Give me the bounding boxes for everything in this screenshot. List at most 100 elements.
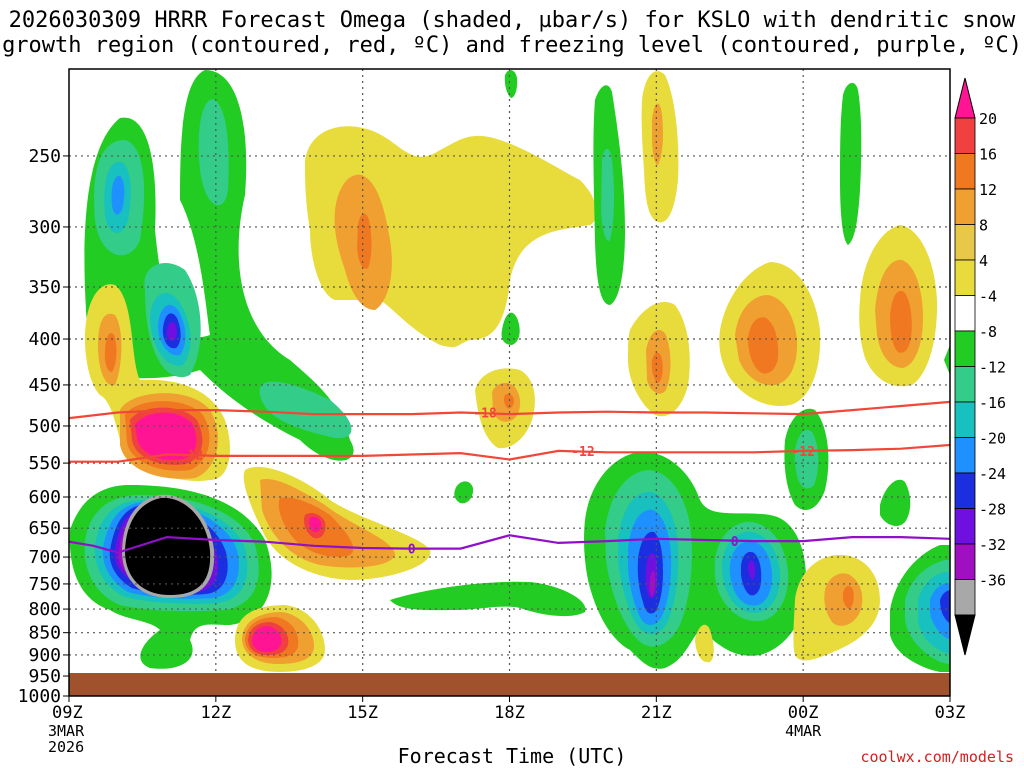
omega-region xyxy=(454,481,474,504)
tick-label-time: 09Z xyxy=(52,703,83,723)
ground-bar xyxy=(69,673,950,696)
colorbar-label: -24 xyxy=(979,465,1006,483)
colorbar-segment xyxy=(954,508,976,545)
colorbar: 20 16 12 8 4 -4 -8 -12 -16 -20 -24 -28 -32 -36 xyxy=(954,77,1006,656)
tick-label-date: 4MAR xyxy=(785,722,822,740)
tick-label-pressure: 900 xyxy=(28,645,61,666)
colorbar-label: -36 xyxy=(979,572,1006,590)
colorbar-segment xyxy=(954,153,976,190)
colorbar-label: 12 xyxy=(979,181,997,199)
omega-region xyxy=(390,581,586,617)
tick-label-time: 03Z xyxy=(935,703,966,723)
colorbar-segment xyxy=(954,188,976,225)
tick-label-pressure: 800 xyxy=(28,599,61,620)
colorbar-segment xyxy=(954,259,976,296)
omega-region xyxy=(748,317,779,374)
omega-region xyxy=(651,352,663,383)
colorbar-segment xyxy=(954,579,976,616)
omega-region xyxy=(840,82,862,245)
colorbar-label: -12 xyxy=(979,359,1006,377)
contour-line xyxy=(69,443,950,463)
omega-region xyxy=(104,333,117,372)
tick-label-pressure: 950 xyxy=(28,666,61,687)
tick-label-pressure: 400 xyxy=(28,329,61,350)
omega-region xyxy=(357,213,372,269)
tick-label-pressure: 450 xyxy=(28,375,61,396)
omega-shading xyxy=(69,70,950,672)
colorbar-segment xyxy=(954,472,976,509)
omega-region xyxy=(944,345,950,375)
tick-label-time: 15Z xyxy=(347,703,378,723)
contour-label: -12 xyxy=(571,445,594,460)
omega-region xyxy=(309,516,322,533)
contour-label: -18 xyxy=(473,406,497,421)
tick-label-pressure: 700 xyxy=(28,547,61,568)
contour-label: 0 xyxy=(408,543,416,558)
colorbar-label: -28 xyxy=(979,501,1006,519)
colorbar-segment xyxy=(954,295,976,332)
tick-label-time: 12Z xyxy=(200,703,231,723)
colorbar-label: -8 xyxy=(979,323,997,341)
colorbar-label: 16 xyxy=(979,146,997,164)
omega-region xyxy=(695,624,714,663)
tick-label-pressure: 350 xyxy=(28,277,61,298)
contour-label: -12 xyxy=(791,445,814,460)
colorbar-segment xyxy=(954,330,976,367)
omega-region xyxy=(166,321,177,341)
credit-link[interactable]: coolwx.com/models xyxy=(860,748,1014,766)
tick-label-pressure: 850 xyxy=(28,623,61,644)
colorbar-segment xyxy=(954,117,976,154)
contour-label: -12 xyxy=(180,449,203,464)
omega-region xyxy=(940,590,950,624)
omega-region xyxy=(125,497,211,595)
colorbar-label: -20 xyxy=(979,430,1006,448)
y-axis: 2503003504004505005506006507007508008509… xyxy=(18,146,69,707)
contour-label: 0 xyxy=(731,535,739,550)
colorbar-segment xyxy=(954,224,976,261)
tick-label-pressure: 550 xyxy=(28,453,61,474)
tick-label-date: 3MAR xyxy=(48,722,85,740)
omega-region xyxy=(842,585,854,609)
chart-title-line1: 2026030309 HRRR Forecast Omega (shaded, … xyxy=(8,8,1016,33)
tick-label-pressure: 650 xyxy=(28,518,61,539)
tick-label-time: 21Z xyxy=(641,703,672,723)
contour-line xyxy=(69,400,950,420)
omega-region xyxy=(198,99,229,206)
chart-title-line2: growth region (contoured, red, ºC) and f… xyxy=(2,33,1022,58)
tick-label-time: 00Z xyxy=(788,703,819,723)
omega-region xyxy=(259,381,352,439)
omega-region xyxy=(880,479,911,526)
colorbar-label: -32 xyxy=(979,536,1006,554)
x-axis-title: Forecast Time (UTC) xyxy=(397,744,627,768)
tick-label-pressure: 500 xyxy=(28,416,61,437)
contour-line xyxy=(69,534,950,554)
colorbar-segment xyxy=(954,437,976,474)
colorbar-label: 4 xyxy=(979,252,988,270)
colorbar-label: 20 xyxy=(979,110,997,128)
tick-label-pressure: 1000 xyxy=(18,686,61,707)
tick-label-pressure: 250 xyxy=(28,146,61,167)
omega-region xyxy=(794,429,819,489)
tick-label-pressure: 750 xyxy=(28,574,61,595)
tick-label-pressure: 600 xyxy=(28,487,61,508)
colorbar-segment xyxy=(954,366,976,403)
colorbar-segment xyxy=(954,401,976,438)
omega-region xyxy=(84,70,354,461)
colorbar-bottom-triangle xyxy=(954,614,976,656)
colorbar-segment xyxy=(954,543,976,580)
colorbar-label: 8 xyxy=(979,217,988,235)
omega-region xyxy=(504,70,518,98)
omega-region xyxy=(501,312,520,345)
grid xyxy=(69,69,950,677)
colorbar-label: -4 xyxy=(979,288,997,306)
temperature-contours: -18 -12 -12 -12 0 0 xyxy=(69,400,950,558)
omega-region xyxy=(601,148,615,241)
omega-region xyxy=(503,393,514,409)
omega-region xyxy=(748,560,756,580)
colorbar-top-triangle xyxy=(954,77,976,119)
tick-label-time: 18Z xyxy=(494,703,525,723)
omega-region xyxy=(890,290,912,353)
omega-region xyxy=(111,175,125,215)
